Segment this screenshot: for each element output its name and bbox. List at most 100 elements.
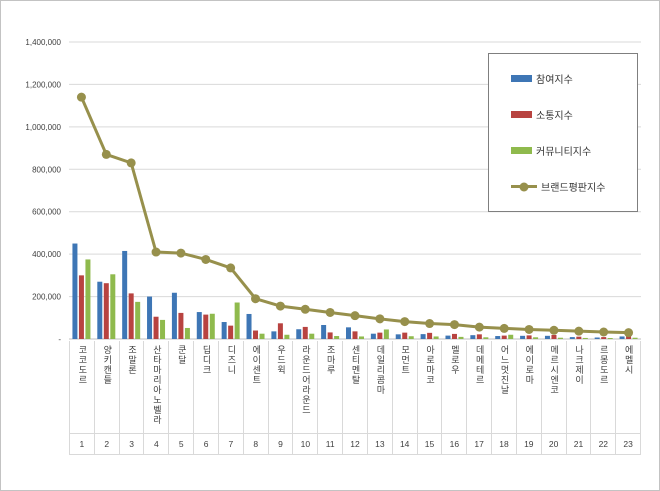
bar-커뮤니티지수-rank13 — [383, 329, 389, 339]
x-label-cell: 딥디크 — [193, 341, 218, 433]
x-rank-number: 7 — [217, 434, 243, 454]
bar-참여지수-rank13 — [370, 333, 376, 339]
bar-소통지수-rank20 — [551, 334, 557, 339]
bar-소통지수-rank12 — [352, 331, 358, 339]
x-category-label: 우드윅 — [276, 345, 287, 375]
bar-커뮤니티지수-rank23 — [632, 337, 638, 339]
bar-참여지수-rank12 — [346, 327, 351, 339]
line-marker-rank12 — [350, 311, 360, 321]
x-label-cell: 멜로우 — [441, 341, 466, 433]
x-rank-number: 16 — [441, 434, 466, 454]
x-rank-number: 22 — [590, 434, 615, 454]
x-category-label: 메르시엔코 — [549, 345, 560, 395]
bar-소통지수-rank1 — [78, 275, 84, 339]
x-rank-number: 10 — [292, 434, 317, 454]
bar-소통지수-rank14 — [402, 332, 408, 339]
y-tick-label: 1,400,000 — [25, 38, 61, 47]
x-rank-number: 15 — [416, 434, 442, 454]
line-marker-rank7 — [226, 263, 236, 273]
bar-커뮤니티지수-rank2 — [110, 274, 116, 339]
line-marker-rank10 — [300, 304, 310, 314]
line-marker-rank9 — [275, 301, 285, 311]
bar-커뮤니티지수-rank17 — [483, 337, 489, 339]
bar-참여지수-rank20 — [544, 335, 550, 339]
x-label-cell: 조마루 — [317, 341, 342, 433]
x-label-cell: 조말론 — [118, 341, 144, 433]
chart-legend: 참여지수 소통지수 커뮤니티지수 브랜드평판지수 — [488, 53, 638, 212]
bar-소통지수-rank15 — [427, 332, 433, 339]
bar-커뮤니티지수-rank19 — [533, 337, 539, 339]
line-marker-rank22 — [599, 327, 609, 337]
line-marker-rank18 — [499, 323, 509, 333]
line-marker-rank17 — [474, 322, 484, 332]
x-rank-number: 5 — [168, 434, 193, 454]
y-tick-label: - — [58, 335, 61, 344]
line-marker-rank13 — [375, 314, 385, 324]
bar-커뮤니티지수-rank16 — [458, 336, 464, 339]
line-marker-rank16 — [449, 320, 459, 330]
line-marker-rank8 — [251, 294, 261, 304]
x-label-cell: 메르시엔코 — [540, 341, 566, 433]
x-rank-number: 9 — [267, 434, 293, 454]
bar-참여지수-rank17 — [470, 335, 476, 339]
line-marker-rank20 — [549, 325, 559, 335]
bar-참여지수-rank9 — [271, 331, 277, 339]
bar-소통지수-rank16 — [451, 333, 457, 339]
x-label-cell: 르몽도르 — [590, 341, 615, 433]
line-marker-rank5 — [176, 248, 186, 258]
x-category-label: 조마루 — [325, 345, 336, 375]
bar-소통지수-rank10 — [302, 326, 308, 339]
x-category-label: 에이센트 — [251, 345, 262, 385]
x-rank-number: 23 — [615, 434, 642, 454]
bar-참여지수-rank3 — [122, 250, 128, 339]
x-rank-number: 13 — [366, 434, 392, 454]
bar-참여지수-rank23 — [619, 336, 625, 339]
bar-참여지수-rank11 — [321, 324, 327, 339]
bar-소통지수-rank11 — [327, 332, 333, 339]
bar-참여지수-rank22 — [594, 337, 600, 339]
line-marker-rank1 — [76, 92, 86, 102]
x-rank-number: 17 — [466, 434, 491, 454]
x-category-label: 에이로마 — [524, 345, 535, 385]
bar-소통지수-rank17 — [476, 334, 482, 339]
x-rank-number: 19 — [515, 434, 541, 454]
x-rank-number: 4 — [143, 434, 168, 454]
bar-소통지수-rank13 — [377, 332, 383, 339]
x-label-cell: 쿤달 — [168, 341, 193, 433]
bar-소통지수-rank6 — [203, 314, 209, 339]
x-label-cell: 데일리콤마 — [366, 341, 392, 433]
y-tick-label: 800,000 — [32, 165, 61, 174]
plot-area: 1,400,000 1,200,000 1,000,000 800,000 600,00… — [25, 38, 641, 344]
y-tick-label: 600,000 — [32, 208, 61, 217]
x-label-cell: 센티멘탈 — [342, 341, 367, 433]
bar-참여지수-rank16 — [445, 335, 451, 339]
x-rank-number: 6 — [193, 434, 218, 454]
x-rank-number: 12 — [342, 434, 367, 454]
x-rank-number: 14 — [391, 434, 417, 454]
bar-참여지수-rank6 — [196, 312, 202, 339]
legend-label: 소통지수 — [536, 110, 573, 122]
y-tick-label: 400,000 — [32, 250, 61, 259]
y-tick-label: 1,200,000 — [25, 80, 61, 89]
x-category-label: 멜로우 — [449, 345, 460, 375]
legend-item-communication: 소통지수 — [511, 107, 637, 122]
bar-커뮤니티지수-rank11 — [334, 336, 340, 339]
x-category-label: 양키캔들 — [102, 345, 113, 385]
bar-참여지수-rank8 — [246, 313, 252, 339]
legend-item-participation: 참여지수 — [511, 71, 637, 86]
x-category-label: 조말론 — [127, 345, 138, 375]
bar-커뮤니티지수-rank12 — [359, 336, 364, 339]
x-label-cell: 산타마리아노벨라 — [143, 341, 168, 433]
bar-커뮤니티지수-rank6 — [209, 313, 215, 339]
x-category-label: 쿤달 — [176, 345, 187, 365]
line-marker-rank4 — [151, 247, 161, 257]
x-label-cell: 나크제이 — [565, 341, 591, 433]
bar-커뮤니티지수-rank20 — [557, 337, 563, 339]
red-bar-swatch-icon — [511, 110, 532, 118]
legend-label: 참여지수 — [536, 74, 573, 86]
bar-참여지수-rank14 — [395, 334, 401, 339]
x-category-label: 디즈니 — [226, 345, 237, 375]
x-category-label: 나크제이 — [573, 345, 584, 385]
bar-소통지수-rank9 — [277, 323, 283, 339]
